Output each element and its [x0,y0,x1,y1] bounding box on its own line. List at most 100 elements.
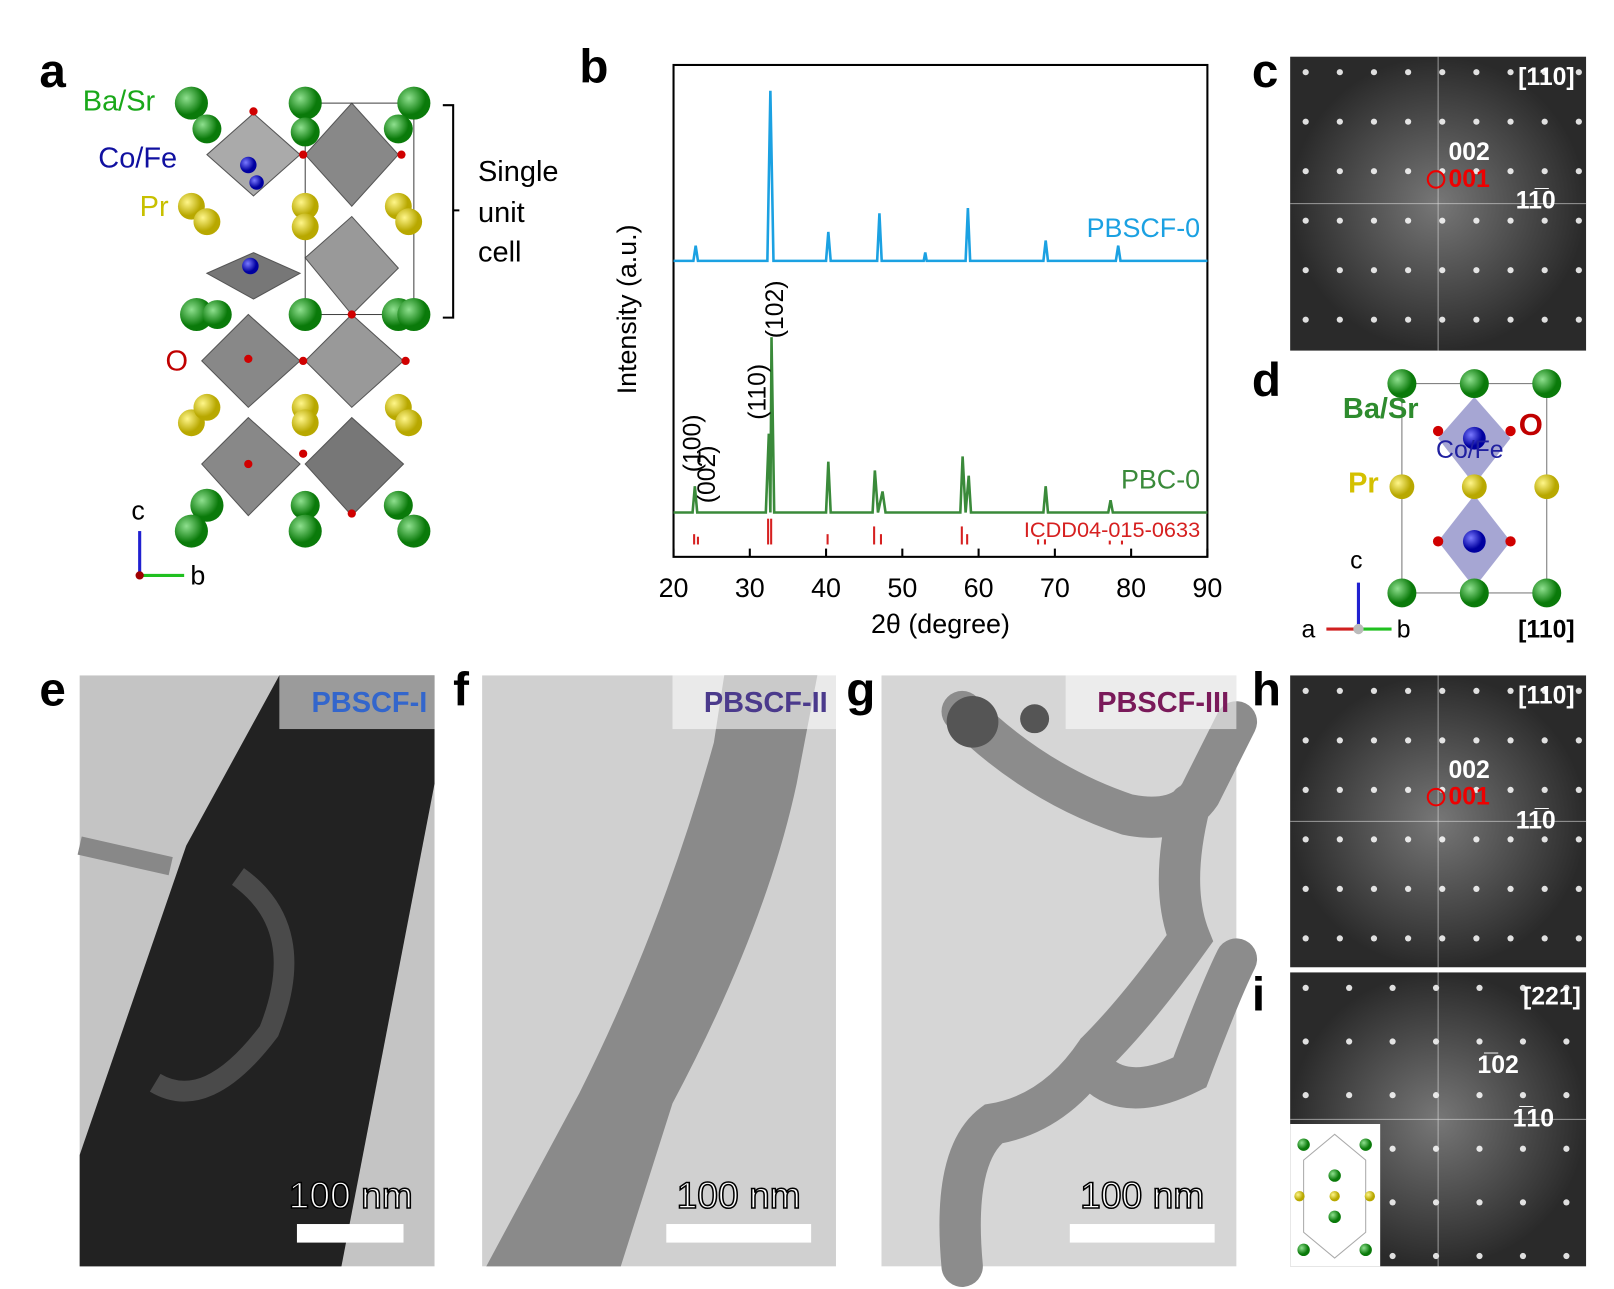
fft-spot [1405,885,1412,892]
fft-spot [1405,316,1412,323]
fft-spot [1541,786,1548,793]
fft-spot [1370,316,1378,323]
fft-spot [1439,316,1446,323]
fft-spot [1473,687,1480,694]
panel-label: c [1252,45,1278,98]
peak-label: (110) [744,364,771,420]
fft-spot [1405,118,1412,125]
fft-spot [1405,935,1412,942]
line-series [673,90,1208,263]
fft-spot [1336,786,1343,793]
fft-spot [1541,316,1548,323]
fft-spot [1370,168,1378,175]
fft-spot [1439,737,1446,744]
atom-label: Ba/Sr [1343,393,1419,425]
fft-spot [1370,217,1378,224]
xrd-chart: 20 30 40 50 60 70 80 90 2θ (degree) Intensity (a.… [612,90,1222,639]
fft-spot [1563,1145,1570,1152]
fft-spot [1541,69,1548,76]
spot-label: 1̅10 [1513,1105,1554,1132]
fft-spot [1302,935,1309,942]
spot-label: 001 [1448,784,1490,811]
fft-spot [1519,1145,1527,1152]
series-label: PBSCF-0 [1087,213,1201,243]
fft-spot [1389,1145,1396,1152]
peak-label: (002) [694,445,721,503]
spot-label: 1̅02 [1477,1052,1518,1079]
fft-spot [1507,118,1514,125]
fft-spot [1405,267,1412,274]
atom-label: O [166,346,189,378]
fft-spot [1439,217,1446,224]
fft-spot [1563,1038,1570,1045]
fft-spot [1541,267,1548,274]
fft-spot [1336,118,1343,125]
fft-spot [1541,935,1548,942]
fft-spot [1370,687,1378,694]
fft-spot [1507,935,1514,942]
fft-spot [1541,118,1548,125]
sample-label: PBSCF-III [1097,687,1229,719]
fft-spot [1519,1038,1527,1045]
fft-spot [1519,1252,1527,1260]
fft-spot [1370,786,1378,793]
fft-spot [1346,1092,1353,1099]
fft-spot [1476,1038,1483,1045]
bracket-label: Single [478,156,558,188]
fft-spot [1302,984,1309,991]
fft-spot [1370,737,1378,744]
atom-label: Co/Fe [98,143,177,175]
fft-image [1290,675,1587,968]
fft-spot [1346,984,1353,991]
x-tick-label: 40 [811,573,841,603]
fft-spot [1575,836,1582,843]
fft-spot [1336,217,1343,224]
fft-spot [1389,1252,1396,1260]
fft-spot [1405,836,1412,843]
fft-spot [1473,737,1480,744]
panel-label: i [1252,969,1265,1022]
fft-spot [1389,1199,1396,1206]
fft-spot [1302,316,1309,323]
fft-spot [1370,267,1378,274]
fft-spot [1473,836,1480,843]
x-tick-label: 90 [1192,573,1222,603]
x-tick-label: 80 [1116,573,1146,603]
fft-spot [1473,316,1480,323]
fft-spot [1507,69,1514,76]
panel-label: b [579,41,608,94]
atom-label: Pr [1348,467,1379,499]
fft-spot [1476,984,1483,991]
zone-axis: [110] [1518,683,1575,710]
fft-spot [1541,217,1548,224]
fft-spot [1541,885,1548,892]
fft-spot [1336,267,1343,274]
panel-label: h [1252,664,1281,717]
fft-spot [1563,1092,1570,1099]
fft-spot [1302,217,1309,224]
fft-spot [1346,1038,1353,1045]
fft-spot [1507,316,1514,323]
fft-spot [1541,737,1548,744]
fft-spot [1370,118,1378,125]
spot-label: 001 [1448,166,1490,193]
fft-spot [1519,1199,1527,1206]
x-tick-label: 50 [887,573,917,603]
spot-label: 11̅0 [1516,188,1556,215]
fft-spot [1507,217,1514,224]
scale-bar [296,1224,404,1243]
fft-spot [1302,687,1309,694]
fft-spot [1336,69,1343,76]
fft-spot [1575,118,1582,125]
fft-spot [1575,935,1582,942]
fft-spot [1405,168,1412,175]
fft-spot [1302,267,1309,274]
fft-spot [1389,1038,1396,1045]
zone-axis: [110] [1518,617,1575,644]
fft-spot [1473,69,1480,76]
fft-spot [1439,935,1446,942]
fft-spot [1476,1145,1483,1152]
scale-label: 100 nm [677,1174,801,1216]
fft-spot [1541,687,1548,694]
spot-label: 002 [1448,757,1489,784]
